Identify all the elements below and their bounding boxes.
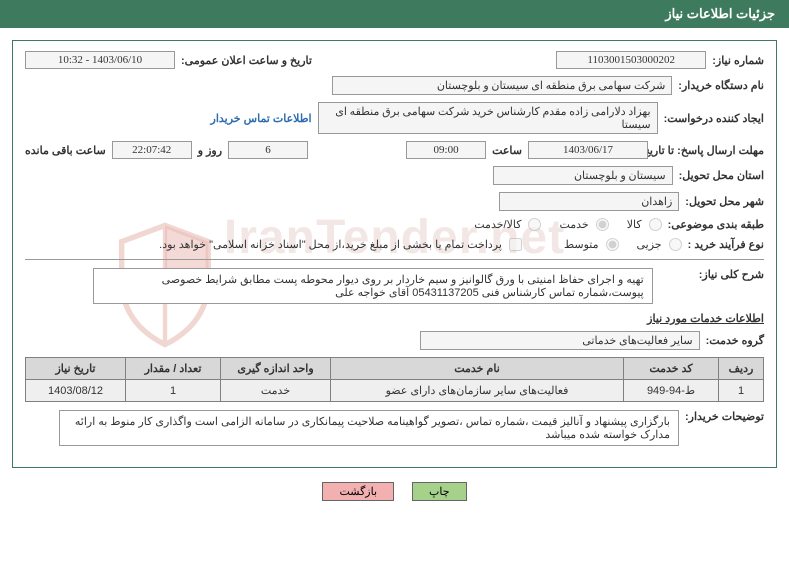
services-table: ردیف کد خدمت نام خدمت واحد اندازه گیری ت…	[25, 357, 764, 402]
lbl-need-no: شماره نیاز:	[712, 54, 764, 67]
td-date: 1403/08/12	[26, 380, 126, 402]
radio-medium-label: متوسط	[564, 238, 599, 251]
field-requester: بهزاد دلارامی زاده مقدم کارشناس خرید شرک…	[318, 102, 658, 134]
lbl-day-and: روز و	[198, 144, 222, 157]
lbl-buyer-org: نام دستگاه خریدار:	[678, 79, 764, 92]
radio-partial-label: جزیی	[637, 238, 662, 251]
th-unit: واحد اندازه گیری	[221, 358, 331, 380]
lbl-hour: ساعت	[492, 144, 522, 157]
lbl-announce-date: تاریخ و ساعت اعلان عمومی:	[181, 54, 312, 67]
radio-partial[interactable]: جزیی	[637, 238, 682, 251]
th-date: تاریخ نیاز	[26, 358, 126, 380]
lbl-service-group: گروه خدمت:	[706, 334, 764, 347]
lbl-remaining: ساعت باقی مانده	[25, 144, 106, 157]
back-button[interactable]: بازگشت	[322, 482, 394, 501]
th-name: نام خدمت	[331, 358, 624, 380]
lbl-buyer-notes: توضیحات خریدار:	[685, 410, 764, 423]
field-buyer-org: شرکت سهامی برق منطقه ای سیستان و بلوچستا…	[332, 76, 672, 95]
chk-payment-label: پرداخت تمام یا بخشی از مبلغ خرید،از محل …	[159, 238, 502, 251]
link-contact-info[interactable]: اطلاعات تماس خریدار	[211, 112, 312, 125]
radio-partial-input	[669, 238, 682, 251]
field-city: زاهدان	[499, 192, 679, 211]
field-deadline-date: 1403/06/17	[528, 141, 648, 159]
lbl-desc: شرح کلی نیاز:	[699, 268, 764, 281]
services-title: اطلاعات خدمات مورد نیاز	[25, 312, 764, 325]
table-header-row: ردیف کد خدمت نام خدمت واحد اندازه گیری ت…	[26, 358, 764, 380]
radio-both-label: کالا/خدمت	[474, 218, 521, 231]
field-time-left: 22:07:42	[112, 141, 192, 159]
td-unit: خدمت	[221, 380, 331, 402]
radio-medium-input	[606, 238, 619, 251]
th-code: کد خدمت	[624, 358, 719, 380]
radio-service[interactable]: خدمت	[559, 218, 608, 231]
radio-medium[interactable]: متوسط	[564, 238, 619, 251]
lbl-city: شهر محل تحویل:	[685, 195, 764, 208]
chk-payment[interactable]: پرداخت تمام یا بخشی از مبلغ خرید،از محل …	[159, 238, 522, 251]
field-deadline-hour: 09:00	[406, 141, 486, 159]
field-days-left: 6	[228, 141, 308, 159]
lbl-process: نوع فرآیند خرید :	[688, 238, 764, 251]
separator-1	[25, 259, 764, 260]
td-name: فعالیت‌های سایر سازمان‌های دارای عضو	[331, 380, 624, 402]
field-service-group: سایر فعالیت‌های خدماتی	[420, 331, 700, 350]
field-announce-date: 1403/06/10 - 10:32	[25, 51, 175, 69]
radio-service-label: خدمت	[559, 218, 588, 231]
field-description: تهیه و اجرای حفاظ امنیتی با ورق گالوانیز…	[93, 268, 653, 304]
field-buyer-notes: بارگزاری پیشنهاد و آنالیز قیمت ،شماره تم…	[59, 410, 679, 446]
lbl-category: طبقه بندی موضوعی:	[668, 218, 764, 231]
radio-goods[interactable]: کالا	[627, 218, 662, 231]
details-panel: شماره نیاز: 1103001503000202 تاریخ و ساع…	[12, 40, 777, 468]
field-need-no: 1103001503000202	[556, 51, 706, 69]
lbl-deadline: مهلت ارسال پاسخ: تا تاریخ:	[654, 144, 764, 157]
td-qty: 1	[126, 380, 221, 402]
radio-service-input	[596, 218, 609, 231]
radio-both[interactable]: کالا/خدمت	[474, 218, 541, 231]
radio-both-input	[528, 218, 541, 231]
th-row: ردیف	[719, 358, 764, 380]
lbl-province: استان محل تحویل:	[679, 169, 764, 182]
td-code: ط-94-949	[624, 380, 719, 402]
field-province: سیستان و بلوچستان	[493, 166, 673, 185]
table-row: 1 ط-94-949 فعالیت‌های سایر سازمان‌های دا…	[26, 380, 764, 402]
radio-goods-label: کالا	[627, 218, 642, 231]
panel-header: جزئیات اطلاعات نیاز	[0, 0, 789, 28]
chk-payment-input	[509, 238, 522, 251]
print-button[interactable]: چاپ	[412, 482, 467, 501]
lbl-requester: ایجاد کننده درخواست:	[664, 112, 764, 125]
radio-goods-input	[649, 218, 662, 231]
th-qty: تعداد / مقدار	[126, 358, 221, 380]
td-idx: 1	[719, 380, 764, 402]
